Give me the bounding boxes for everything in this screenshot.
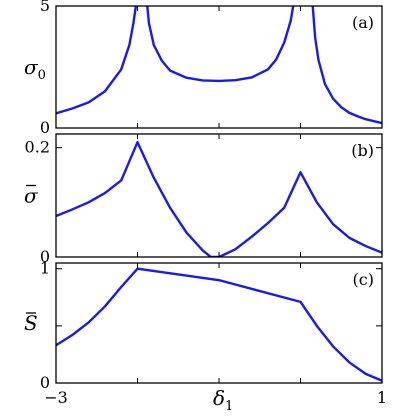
panel-label: (b) bbox=[351, 141, 374, 160]
panel-label: (a) bbox=[352, 13, 374, 32]
series-line-0 bbox=[56, 267, 382, 382]
plot-frame bbox=[55, 5, 383, 129]
plot-frame bbox=[55, 133, 383, 258]
series-line-2 bbox=[311, 6, 382, 125]
y-axis-label: σ bbox=[24, 184, 39, 208]
y-axis-label: S bbox=[24, 311, 38, 335]
panel-b: 0 0.2 (b) σ bbox=[24, 133, 383, 266]
x-tick-label: 1 bbox=[377, 388, 387, 407]
panel-c: 0 1 −3 1 (c) Sδ1 bbox=[24, 259, 387, 414]
x-axis-label: δ1 bbox=[213, 386, 233, 414]
panel-a: 0 5 (a) σ0 bbox=[24, 0, 383, 137]
x-tick-label: −3 bbox=[44, 388, 68, 407]
y-axis-label: σ0 bbox=[24, 55, 46, 83]
series-line-0 bbox=[56, 141, 382, 257]
panel-label: (c) bbox=[353, 270, 374, 289]
series-line-1 bbox=[146, 6, 295, 83]
y-tick-label: 0.2 bbox=[25, 138, 50, 157]
series-line-0 bbox=[56, 6, 138, 115]
y-tick-label: 0 bbox=[40, 247, 50, 266]
y-tick-label: 0 bbox=[40, 373, 50, 392]
y-tick-label: 0 bbox=[40, 118, 50, 137]
y-tick-label: 1 bbox=[40, 259, 50, 278]
y-tick-label: 5 bbox=[40, 0, 50, 15]
